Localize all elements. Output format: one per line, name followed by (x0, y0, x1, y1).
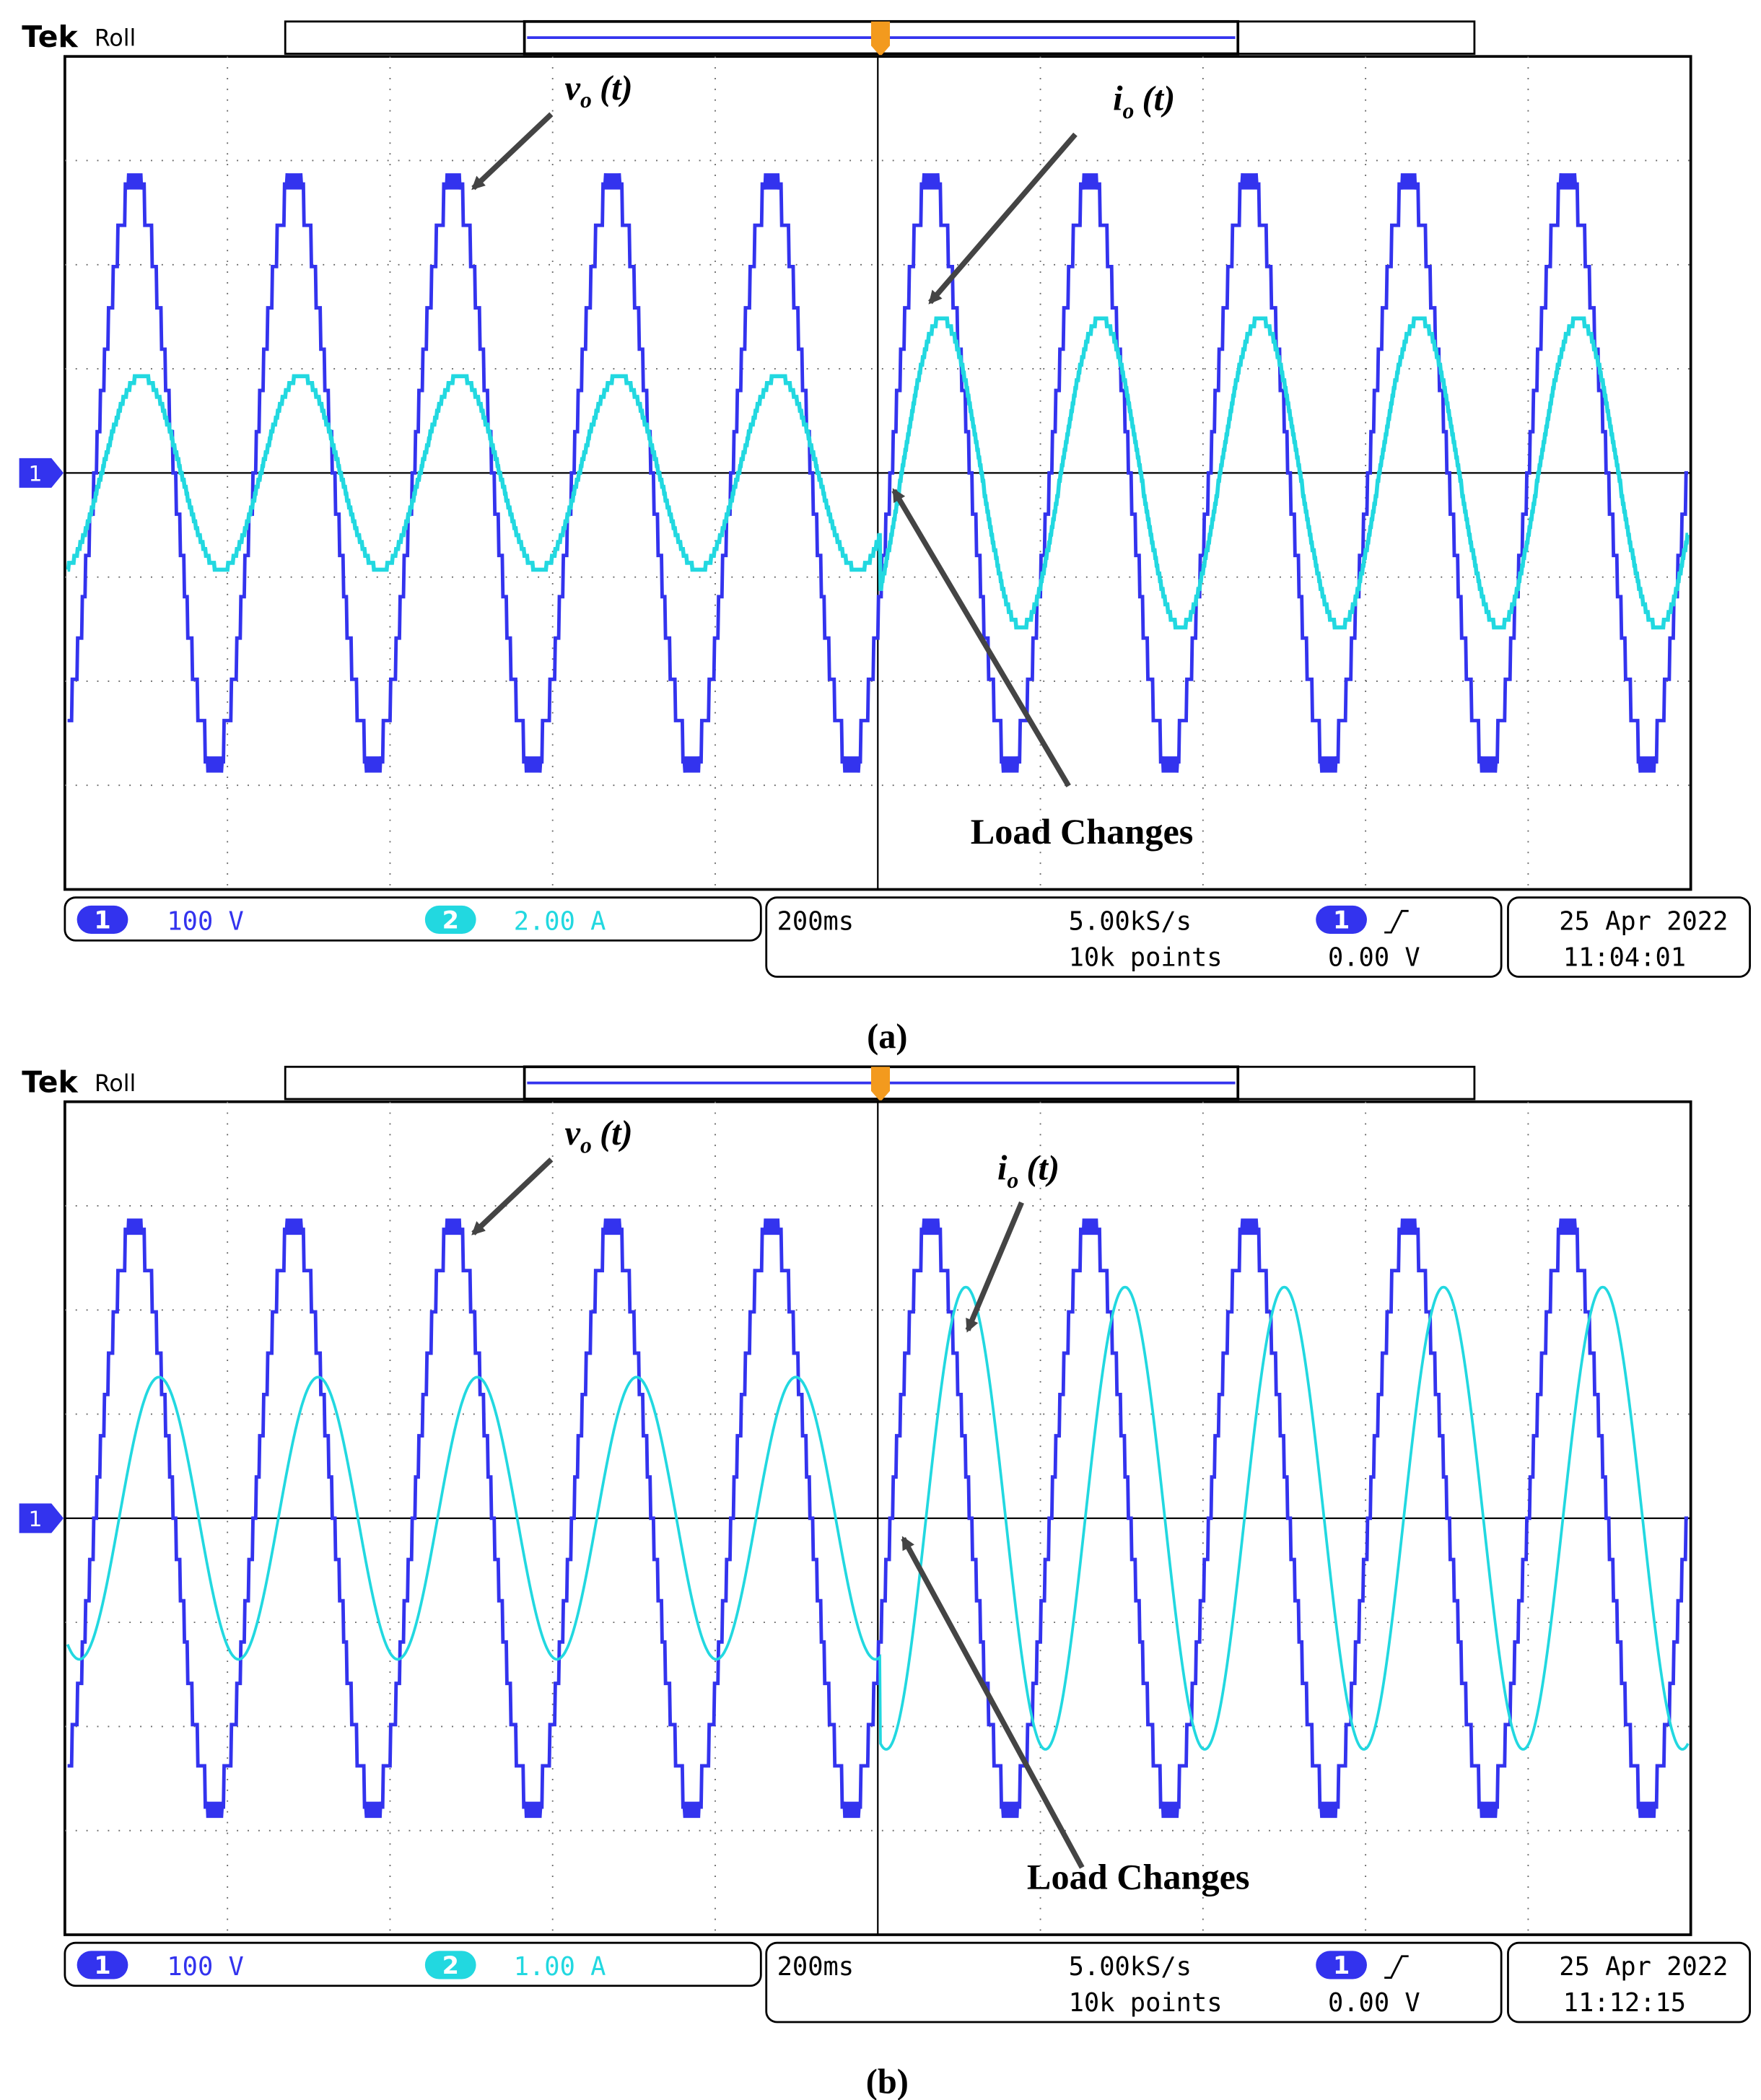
current-trace (66, 1285, 1690, 1751)
channel-number: 2 (442, 1951, 459, 1979)
channel-scale: 100 V (167, 1952, 243, 1982)
voltage-trace (67, 173, 1688, 773)
date-box (1507, 1941, 1751, 2024)
brand: Tek (22, 1065, 78, 1100)
ground-marker-label: 1 (28, 462, 42, 487)
date: 25 Apr 2022 (1559, 1952, 1728, 1982)
subscript: o (580, 1132, 592, 1158)
subscript: o (580, 87, 592, 113)
voltage-trace (67, 1218, 1688, 1819)
argument: (t) (600, 1114, 633, 1152)
acquisition-mode: Roll (95, 25, 136, 51)
channel-number: 1 (94, 906, 110, 935)
current-label: io (t) (997, 1150, 1059, 1193)
channel-scale: 100 V (167, 906, 243, 936)
trigger-level: 0.00 V (1328, 943, 1420, 973)
time: 11:04:01 (1563, 943, 1686, 973)
channel-number: 1 (94, 1951, 110, 1979)
subscript: o (1007, 1168, 1018, 1193)
channel-box (64, 1941, 762, 1987)
channel-scale: 1.00 A (514, 1952, 606, 1982)
channel-badge (424, 1951, 476, 1979)
channel-number: 1 (1333, 1951, 1350, 1979)
symbol: i (997, 1150, 1008, 1188)
channel-scale: 2.00 A (514, 906, 606, 936)
ground-marker (19, 458, 64, 488)
record-length: 10k points (1069, 943, 1223, 973)
trigger-position (870, 1067, 891, 1102)
date-box (1507, 896, 1751, 978)
channel-badge (77, 905, 128, 934)
annotation-arrow (891, 488, 1071, 788)
brand: Tek (22, 19, 78, 54)
channel-badge (1316, 905, 1367, 934)
date: 25 Apr 2022 (1559, 906, 1728, 936)
record-length: 10k points (1069, 1988, 1223, 2018)
symbol: v (564, 1114, 580, 1152)
voltage-label: vo (t) (564, 1114, 632, 1158)
voltage-label: vo (t) (564, 69, 632, 113)
ground-marker-label: 1 (28, 1507, 42, 1532)
symbol: i (1113, 80, 1123, 118)
annotation-arrow (471, 1158, 554, 1235)
channel-badge (77, 1951, 128, 1979)
current-label: io (t) (1113, 80, 1175, 123)
timebase: 200ms (777, 1952, 854, 1982)
ground-marker (19, 1503, 64, 1534)
caption: (a) (867, 1018, 907, 1056)
argument: (t) (600, 69, 633, 108)
current-trace (66, 316, 1690, 630)
load-label: Load Changes (1027, 1857, 1250, 1897)
argument: (t) (1026, 1150, 1059, 1188)
acquisition-mode: Roll (95, 1071, 136, 1097)
channel-badge (424, 905, 476, 934)
load-label: Load Changes (971, 811, 1194, 852)
time: 11:12:15 (1563, 1988, 1686, 2018)
annotation-arrow (901, 1536, 1085, 1869)
annotation-arrow (471, 112, 554, 191)
channel-number: 2 (442, 906, 459, 935)
channel-number: 1 (1333, 906, 1350, 935)
annotation-arrow (928, 132, 1078, 305)
caption: (b) (866, 2063, 909, 2100)
annotation-arrow (965, 1201, 1024, 1333)
channel-box (64, 896, 762, 942)
trigger-slope (1384, 1955, 1409, 1979)
timebase: 200ms (777, 906, 854, 936)
trigger-position (870, 21, 891, 57)
trigger-slope (1384, 909, 1409, 934)
channel-badge (1316, 1951, 1367, 1979)
subscript: o (1123, 98, 1135, 123)
argument: (t) (1142, 80, 1176, 118)
sample-rate: 5.00kS/s (1069, 1952, 1192, 1982)
trigger-level: 0.00 V (1328, 1988, 1420, 2018)
sample-rate: 5.00kS/s (1069, 906, 1192, 936)
symbol: v (564, 69, 580, 108)
